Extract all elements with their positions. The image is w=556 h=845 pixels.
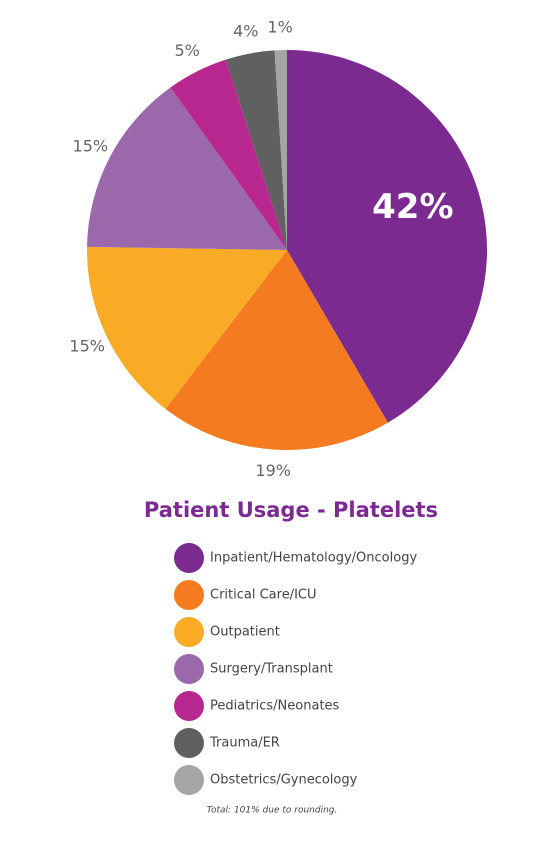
- legend-marker: [174, 580, 204, 610]
- legend-label: Inpatient/Hematology/Oncology: [210, 551, 417, 566]
- legend-marker: [174, 654, 204, 684]
- legend-label: Pediatrics/Neonates: [210, 699, 340, 714]
- pie-slice: [87, 246, 287, 409]
- legend-marker: [174, 765, 204, 795]
- pie-slice: [287, 50, 487, 423]
- slice-label: 15%: [69, 336, 105, 355]
- slice-label: 42%: [372, 187, 453, 227]
- slice-label: 5%: [174, 41, 199, 60]
- legend-label: Critical Care/ICU: [210, 588, 317, 603]
- pie-slice: [170, 59, 287, 250]
- pie-slice: [274, 50, 287, 250]
- chart-title: Patient Usage - Platelets: [144, 498, 438, 522]
- legend-marker: [174, 617, 204, 647]
- legend-marker: [174, 728, 204, 758]
- legend-label: Outpatient: [210, 625, 280, 640]
- pie-slice: [87, 87, 287, 250]
- slice-label: 4%: [233, 21, 258, 40]
- pie-slice: [225, 50, 287, 251]
- legend-label: Trauma/ER: [209, 736, 280, 751]
- legend-marker: [174, 691, 204, 721]
- legend-marker: [174, 543, 204, 573]
- legend-label: Obstetrics/Gynecology: [210, 773, 358, 788]
- slice-label: 1%: [267, 18, 292, 37]
- note: Total: 101% due to rounding.: [207, 806, 338, 816]
- legend-label: Surgery/Transplant: [210, 662, 333, 677]
- pie-slice: [165, 250, 388, 450]
- slice-label: 19%: [255, 461, 291, 480]
- slice-label: 15%: [73, 137, 109, 156]
